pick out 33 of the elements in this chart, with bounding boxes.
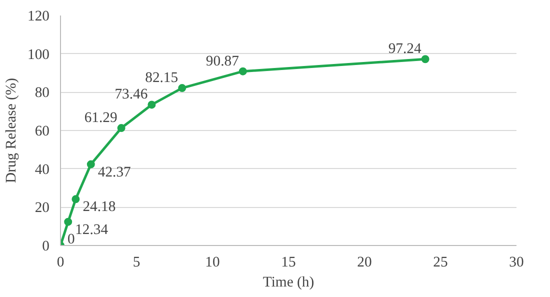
point [64,218,72,226]
y-tick-label: 60 [34,124,50,140]
x-tick-label: 0 [56,254,64,270]
y-tick-label: 120 [28,8,50,24]
point [117,124,126,132]
data-label: 12.34 [75,222,109,238]
y-axis-title: Drug Release (%) [4,78,20,183]
data-label: 90.87 [206,53,239,70]
data-label: 24.18 [82,199,116,216]
point [72,195,80,204]
x-tick-label: 30 [509,254,524,270]
data-label: 0 [68,232,75,248]
point [86,160,95,168]
x-tick-label: 25 [433,254,448,270]
point [148,100,156,109]
point [238,67,247,76]
x-tick-label: 5 [132,254,140,270]
y-tick-label: 0 [42,238,50,254]
x-tick-label: 10 [205,254,220,270]
point [178,84,186,92]
data-label: 73.46 [114,86,148,103]
y-tick-label: 100 [28,46,50,63]
data-label: 82.15 [145,70,178,86]
point [421,55,430,64]
data-label: 42.37 [98,164,131,180]
x-axis-title: Time (h) [262,274,314,290]
y-tick-label: 80 [34,85,50,102]
y-tick-label: 40 [34,162,50,178]
x-tick-label: 20 [357,254,372,270]
data-label: 61.29 [84,110,118,126]
data-label: 97.24 [388,41,422,58]
x-tick-label: 15 [281,254,296,270]
y-tick-label: 20 [34,200,50,216]
